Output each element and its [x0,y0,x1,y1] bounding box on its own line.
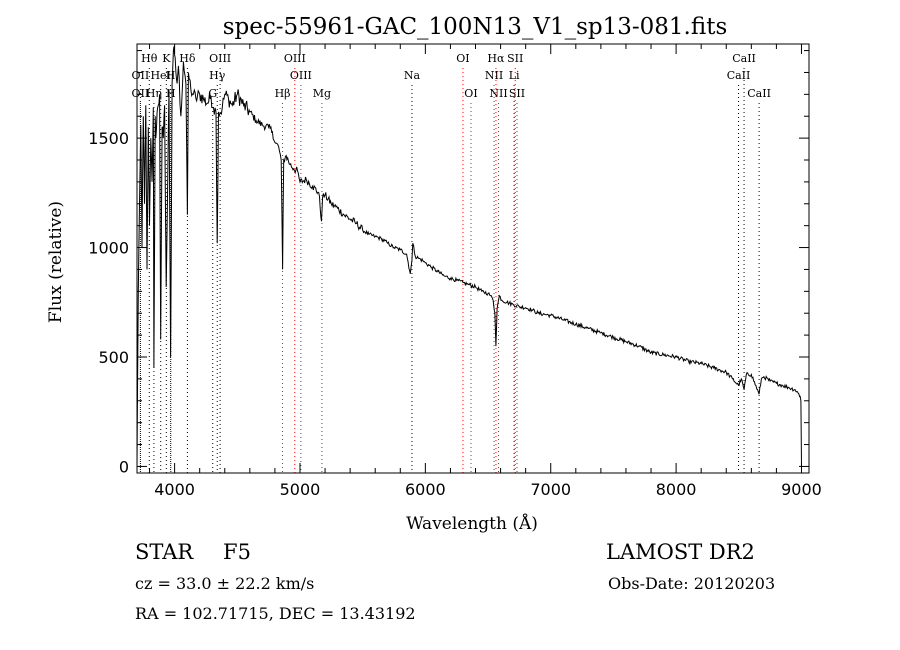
x-tick-label-4: 8000 [656,480,697,499]
line-label-14: Hβ [275,87,291,100]
line-label-18: OI [464,87,477,100]
plot-frame [136,43,810,474]
line-label-13: OIII [290,69,312,82]
x-tick-label-1: 5000 [280,480,321,499]
line-label-5: HeI [150,69,170,82]
y-axis-label: Flux (relative) [46,201,66,323]
line-label-19: Hα [487,52,505,65]
line-label-17: OI [456,52,469,65]
y-tick-label-2: 1000 [88,239,129,258]
line-label-7: Hη [146,87,162,100]
line-label-6: H [166,69,176,82]
observation-date: Obs-Date: 20120203 [608,574,776,593]
x-tick-label-2: 6000 [405,480,446,499]
axis-ticks: 4000 5000 6000 7000 8000 9000 0 500 1000 1500 [88,44,822,499]
object-subclass: F5 [223,540,251,564]
line-label-22: Li [509,69,520,82]
y-tick-label-1: 500 [98,348,129,367]
line-label-26: CaII [727,69,751,82]
x-axis-label: Wavelength (Å) [406,513,538,534]
line-label-24: SII [509,87,525,100]
line-label-1: OII [132,69,150,82]
line-label-4: Hδ [179,52,196,65]
chart-title: spec-55961-GAC_100N13_V1_sp13-081.fits [223,14,728,40]
line-label-16: Na [404,69,421,82]
line-label-3: K [162,52,171,65]
object-class: STAR [135,540,194,564]
line-label-8: H [166,87,176,100]
line-label-11: G [208,87,217,100]
spectrum-line [136,46,802,467]
line-label-20: SII [507,52,523,65]
line-label-15: Mg [313,87,331,100]
line-label-23: NII [489,87,507,100]
line-label-0: Hθ [141,52,158,65]
line-label-10: Hγ [209,69,226,82]
x-tick-label-0: 4000 [154,480,195,499]
line-label-25: CaII [732,52,756,65]
line-label-9: OIII [209,52,231,65]
x-tick-label-5: 9000 [781,480,822,499]
spectrum-chart: spec-55961-GAC_100N13_V1_sp13-081.fits H… [46,14,822,534]
y-tick-label-3: 1500 [88,129,129,148]
line-label-12: OIII [284,52,306,65]
line-label-21: NII [485,69,503,82]
coordinates: RA = 102.71715, DEC = 13.43192 [135,604,416,623]
x-tick-label-3: 7000 [530,480,571,499]
redshift-cz: cz = 33.0 ± 22.2 km/s [135,574,315,593]
y-tick-label-0: 0 [119,457,129,476]
line-label-2: OII [132,87,150,100]
survey-name: LAMOST DR2 [606,540,755,564]
line-label-27: CaII [747,87,771,100]
